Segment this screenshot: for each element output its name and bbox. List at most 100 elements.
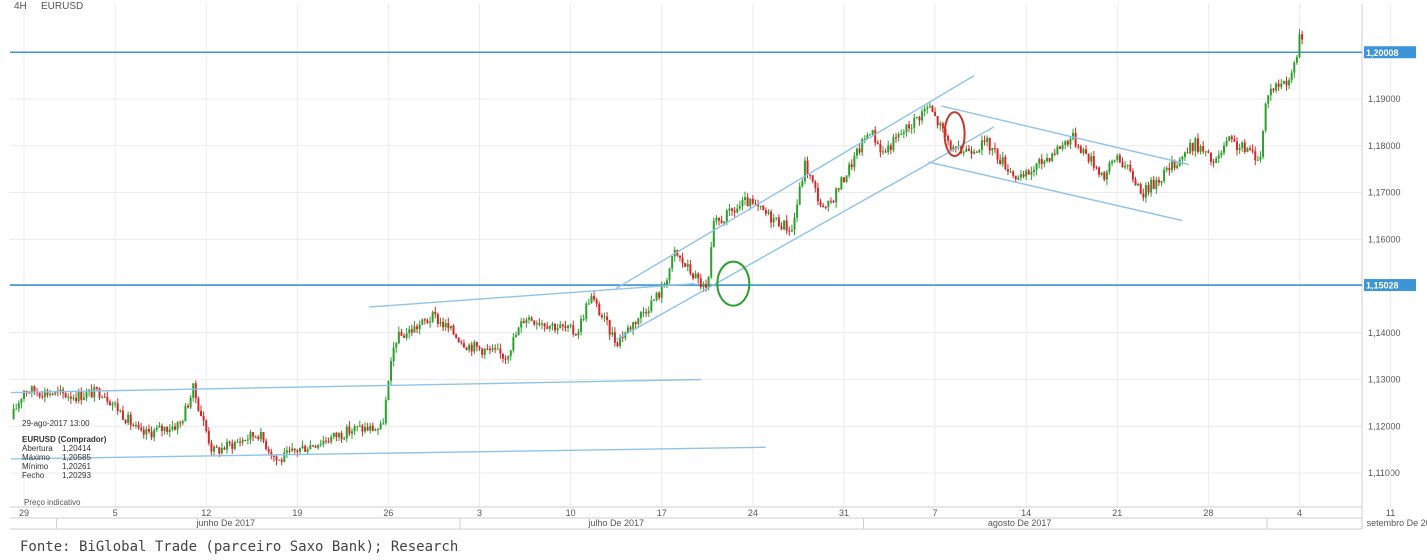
- x-tick-label: 31: [839, 508, 849, 518]
- candle-body: [559, 324, 562, 329]
- candle-body: [535, 323, 538, 325]
- candle-body: [530, 317, 533, 321]
- candle-body: [897, 134, 900, 138]
- candle-body: [1095, 167, 1098, 169]
- candle-body: [233, 442, 236, 449]
- candle-body: [147, 428, 150, 432]
- candle-body: [421, 319, 424, 325]
- x-tick-label: 11: [1386, 508, 1395, 518]
- candle-body: [311, 445, 314, 447]
- candle-body: [788, 230, 791, 232]
- candle-body: [330, 436, 333, 442]
- candle-body: [447, 323, 450, 329]
- candle-body: [1189, 142, 1192, 154]
- candle-body: [207, 431, 210, 444]
- candle-body: [33, 386, 36, 392]
- candle-body: [306, 449, 309, 452]
- candle-body: [660, 286, 663, 298]
- candle-body: [108, 401, 111, 406]
- candle-body: [814, 181, 817, 188]
- candle-body: [991, 148, 994, 151]
- candle-body: [926, 107, 929, 109]
- candle-body: [715, 218, 718, 221]
- candle-body: [632, 322, 635, 330]
- candle-body: [275, 456, 278, 461]
- candle-body: [1131, 171, 1134, 180]
- candle-body: [1186, 152, 1189, 154]
- candle-body: [1019, 174, 1022, 178]
- candle-body: [928, 106, 931, 108]
- eurusd-candlestick-chart[interactable]: 1,110001,120001,130001,140001,150001,160…: [0, 0, 1427, 530]
- candle-body: [80, 391, 83, 400]
- candle-body: [754, 203, 757, 205]
- ohlc-info-panel: 29-ago-2017 13:00 EURUSD (Comprador) Abe…: [22, 419, 106, 480]
- candle-body: [291, 448, 294, 451]
- candle-body: [244, 439, 247, 441]
- candle-body: [895, 137, 898, 139]
- candle-body: [314, 446, 317, 448]
- candle-body: [54, 391, 57, 395]
- candle-body: [364, 426, 367, 432]
- candle-body: [1212, 161, 1215, 163]
- candle-body: [241, 439, 244, 443]
- candle-body: [197, 398, 200, 411]
- candle-body: [252, 432, 255, 437]
- candle-body: [598, 303, 601, 316]
- trendline: [615, 75, 975, 289]
- candle-body: [678, 255, 681, 258]
- candle-body: [434, 311, 437, 315]
- candle-body: [1103, 172, 1106, 180]
- candle-body: [436, 314, 439, 324]
- candle-body: [374, 429, 377, 431]
- candle-body: [483, 348, 486, 355]
- trendline: [941, 105, 1190, 166]
- candle-body: [816, 187, 819, 202]
- candle-body: [75, 397, 78, 402]
- candle-body: [793, 217, 796, 230]
- candle-body: [1183, 152, 1186, 157]
- candle-body: [835, 188, 838, 203]
- candle-body: [866, 135, 869, 139]
- candle-body: [728, 208, 731, 211]
- candle-body: [72, 397, 75, 399]
- candle-body: [278, 459, 281, 461]
- candle-body: [541, 323, 544, 325]
- candle-body: [749, 198, 752, 207]
- candle-body: [153, 429, 156, 438]
- candle-body: [574, 333, 577, 336]
- candle-body: [486, 348, 489, 350]
- candle-body: [1006, 169, 1009, 172]
- candle-body: [733, 210, 736, 213]
- candle-body: [1209, 152, 1212, 162]
- candle-body: [431, 311, 434, 322]
- candle-body: [611, 332, 614, 335]
- candle-body: [444, 323, 447, 328]
- candle-body: [348, 426, 351, 434]
- candle-body: [879, 143, 882, 153]
- candle-body: [1090, 156, 1093, 162]
- candle-body: [23, 391, 26, 399]
- candle-body: [1230, 136, 1233, 140]
- candle-body: [1048, 157, 1051, 161]
- candle-body: [426, 320, 429, 323]
- candle-body: [1295, 57, 1298, 63]
- info-label: Máximo: [22, 453, 51, 462]
- candle-body: [803, 160, 806, 182]
- chart-area[interactable]: 1,110001,120001,130001,140001,150001,160…: [0, 0, 1427, 530]
- candle-body: [556, 328, 559, 331]
- candle-body: [1030, 172, 1033, 175]
- candle-body: [910, 127, 913, 129]
- candle-body: [1277, 83, 1280, 87]
- candle-body: [1196, 138, 1199, 152]
- candle-body: [691, 273, 694, 279]
- candle-body: [1272, 88, 1275, 91]
- candle-body: [694, 273, 697, 279]
- candle-body: [168, 429, 171, 432]
- candle-body: [462, 343, 465, 348]
- candle-body: [283, 452, 286, 462]
- candle-body: [293, 448, 296, 451]
- candle-body: [218, 447, 221, 454]
- candle-body: [900, 134, 903, 136]
- candle-body: [855, 148, 858, 156]
- trendline: [10, 378, 701, 394]
